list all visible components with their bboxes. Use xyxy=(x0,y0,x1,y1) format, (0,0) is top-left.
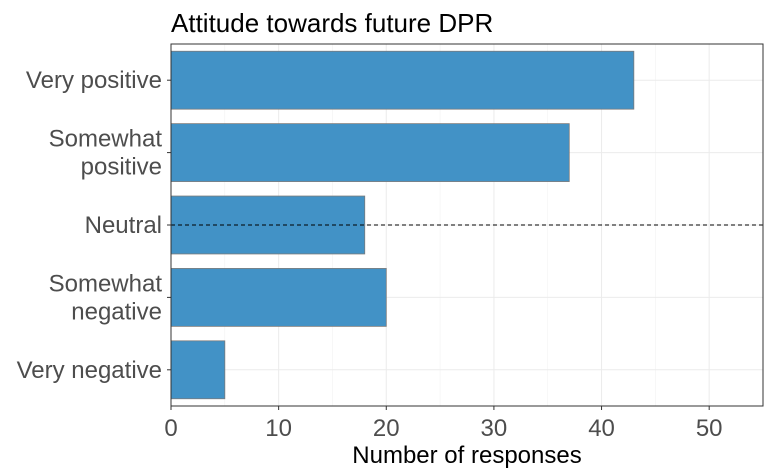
bar xyxy=(170,340,226,400)
y-axis-ticks: Very positive Somewhat positive Neutral Some… xyxy=(17,67,171,384)
x-tick-label: 0 xyxy=(164,415,177,442)
bar xyxy=(170,123,570,182)
bar xyxy=(170,268,387,327)
bar xyxy=(170,50,635,110)
category-label: Very negative xyxy=(17,357,162,384)
chart-title: Attitude towards future DPR xyxy=(171,8,493,38)
x-tick-label: 10 xyxy=(265,415,292,442)
category-label: Very positive xyxy=(26,67,162,94)
x-tick-label: 20 xyxy=(373,415,400,442)
x-axis-ticks: 0 10 20 30 40 50 xyxy=(164,406,723,442)
category-label: Neutral xyxy=(85,212,162,239)
x-tick-label: 30 xyxy=(481,415,508,442)
bars xyxy=(170,50,635,400)
x-tick-label: 40 xyxy=(588,415,615,442)
category-label: Somewhat negative xyxy=(49,270,163,325)
x-axis-title: Number of responses xyxy=(352,442,581,469)
category-label: Somewhat positive xyxy=(49,126,163,181)
x-tick-label: 50 xyxy=(696,415,723,442)
